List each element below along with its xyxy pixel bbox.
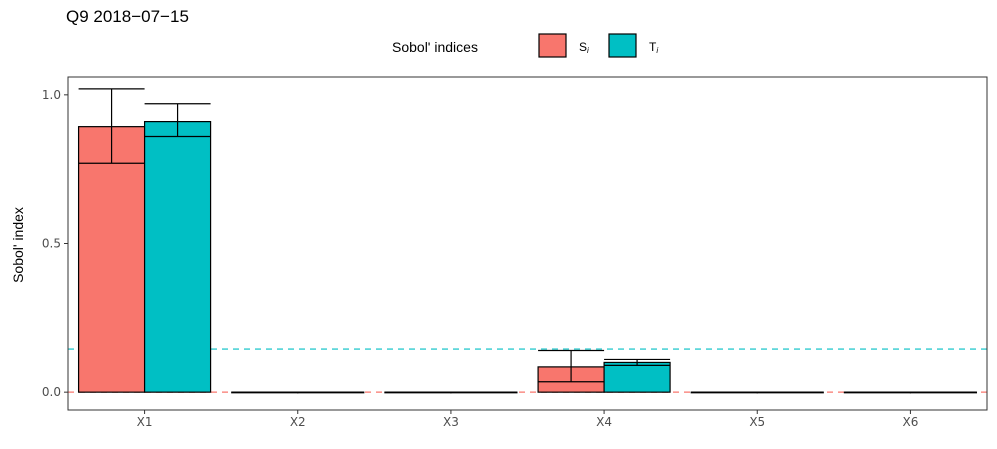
x-tick-label: X4 <box>596 415 612 429</box>
legend-label-t: Ti <box>649 40 658 55</box>
legend-swatch-t <box>608 33 637 58</box>
bar-t-x4 <box>603 361 671 393</box>
legend-label-s: Si <box>579 40 589 55</box>
x-tick-label: X3 <box>443 415 459 429</box>
bar-s-x1 <box>77 126 146 393</box>
chart-title: Q9 2018−07−15 <box>66 7 189 26</box>
y-tick-label: 0.0 <box>42 385 61 399</box>
bar-t-x1 <box>143 120 212 393</box>
x-tick-label: X1 <box>137 415 153 429</box>
legend-title: Sobol' indices <box>392 39 478 55</box>
legend: Sobol' indices Si Ti <box>392 33 658 58</box>
x-tick-label: X5 <box>749 415 765 429</box>
plot-panel-border <box>67 76 988 411</box>
legend-swatch-s <box>538 33 567 58</box>
y-axis-label: Sobol' index <box>10 207 26 283</box>
y-tick-label: 1.0 <box>42 88 61 102</box>
y-tick-label: 0.5 <box>42 237 61 251</box>
x-tick-label: X6 <box>902 415 918 429</box>
x-tick-label: X2 <box>290 415 306 429</box>
